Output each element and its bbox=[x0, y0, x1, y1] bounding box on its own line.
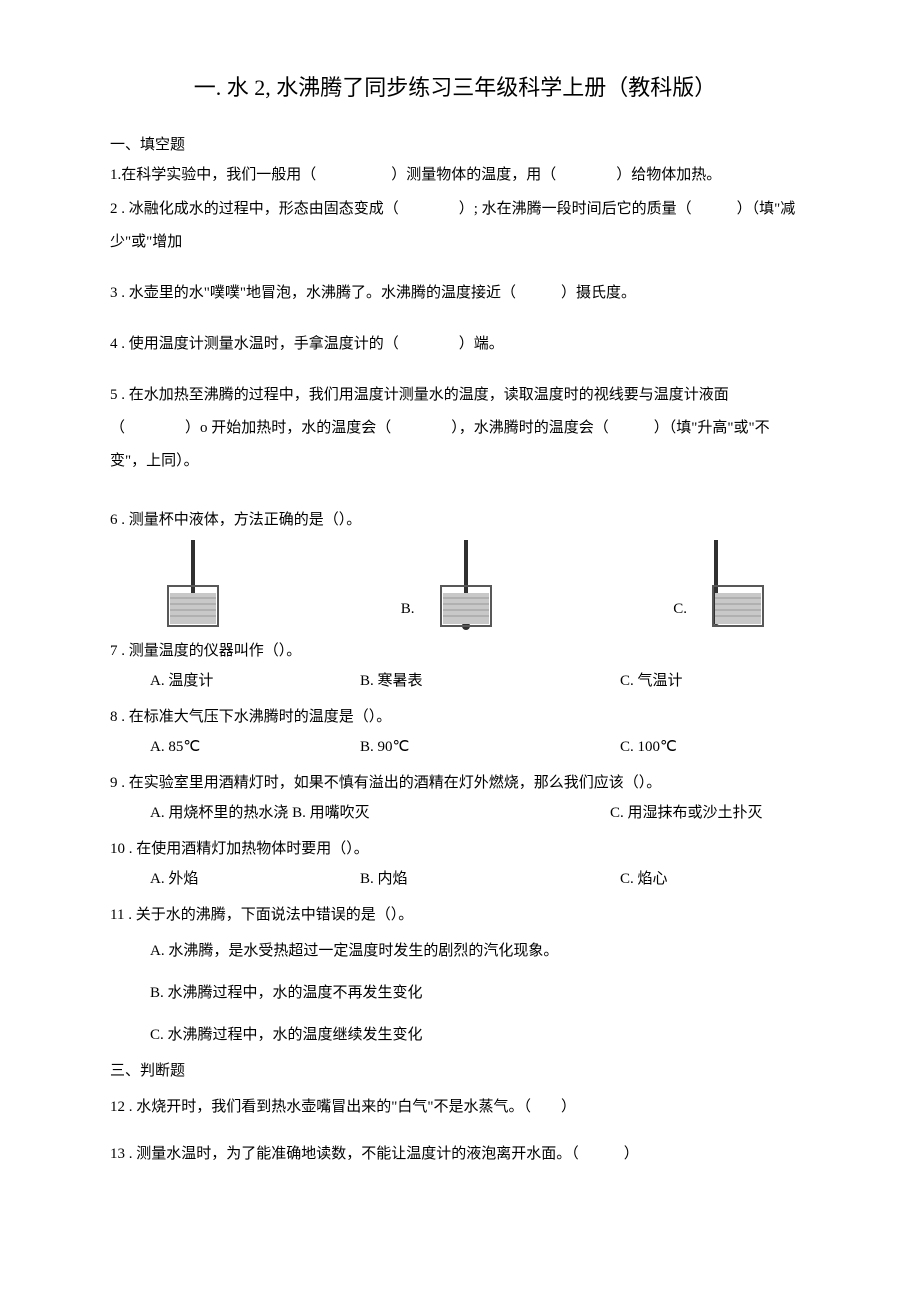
question-10: 10 . 在使用酒精灯加热物体时要用（）。 bbox=[110, 837, 800, 861]
question-8: 8 . 在标准大气压下水沸腾时的温度是（）。 bbox=[110, 705, 800, 729]
question-5: 5 . 在水加热至沸腾的过程中，我们用温度计测量水的温度，读取温度时的视线要与温… bbox=[110, 379, 800, 478]
question-4: 4 . 使用温度计测量水温时，手拿温度计的（ ）端。 bbox=[110, 328, 800, 361]
q9-opt-c: C. 用湿抹布或沙土扑灭 bbox=[610, 801, 800, 825]
question-11: 11 . 关于水的沸腾，下面说法中错误的是（）。 bbox=[110, 903, 800, 927]
q8-opt-c: C. 100℃ bbox=[620, 735, 800, 759]
question-13: 13 . 测量水温时，为了能准确地读数，不能让温度计的液泡离开水面。（ ） bbox=[110, 1138, 800, 1171]
q10-opt-b: B. 内焰 bbox=[360, 867, 620, 891]
question-6: 6 . 测量杯中液体，方法正确的是（）。 bbox=[110, 508, 800, 532]
q7-opt-b: B. 寒暑表 bbox=[360, 669, 620, 693]
q6-option-c: C. bbox=[673, 538, 780, 633]
q7-opt-c: C. 气温计 bbox=[620, 669, 800, 693]
question-12: 12 . 水烧开时，我们看到热水壶嘴冒出来的"白气"不是水蒸气。（ ） bbox=[110, 1091, 800, 1124]
q9-opt-ab: A. 用烧杯里的热水浇 B. 用嘴吹灭 bbox=[150, 801, 610, 825]
q11-opt-a: A. 水沸腾，是水受热超过一定温度时发生的剧烈的汽化现象。 bbox=[150, 933, 800, 969]
worksheet-page: 一. 水 2, 水沸腾了同步练习三年级科学上册（教科版） 一、填空题 1.在科学… bbox=[0, 0, 920, 1249]
q10-opt-a: A. 外焰 bbox=[150, 867, 360, 891]
q8-opt-a: A. 85℃ bbox=[150, 735, 360, 759]
q6-label-b: B. bbox=[401, 597, 415, 621]
section-1-header: 一、填空题 bbox=[110, 133, 800, 157]
question-10-options: A. 外焰 B. 内焰 C. 焰心 bbox=[150, 867, 800, 891]
q8-opt-b: B. 90℃ bbox=[360, 735, 620, 759]
question-7: 7 . 测量温度的仪器叫作（）。 bbox=[110, 639, 800, 663]
question-9-options: A. 用烧杯里的热水浇 B. 用嘴吹灭 C. 用湿抹布或沙土扑灭 bbox=[150, 801, 800, 825]
page-title: 一. 水 2, 水沸腾了同步练习三年级科学上册（教科版） bbox=[110, 70, 800, 105]
question-9: 9 . 在实验室里用酒精灯时，如果不慎有溢出的酒精在灯外燃烧，那么我们应该（）。 bbox=[110, 771, 800, 795]
q7-opt-a: A. 温度计 bbox=[150, 669, 360, 693]
question-2: 2 . 冰融化成水的过程中，形态由固态变成（ ）; 水在沸腾一段时间后它的质量（… bbox=[110, 193, 800, 259]
q6-label-c: C. bbox=[673, 597, 687, 621]
question-6-images: B. C. bbox=[150, 538, 780, 633]
q6-option-b: B. bbox=[401, 538, 508, 633]
question-3: 3 . 水壶里的水"噗噗"地冒泡，水沸腾了。水沸腾的温度接近（ ）摄氏度。 bbox=[110, 277, 800, 310]
q11-opt-c: C. 水沸腾过程中，水的温度继续发生变化 bbox=[150, 1017, 800, 1053]
beaker-b-icon bbox=[423, 538, 508, 633]
q10-opt-c: C. 焰心 bbox=[620, 867, 800, 891]
question-8-options: A. 85℃ B. 90℃ C. 100℃ bbox=[150, 735, 800, 759]
beaker-a-icon bbox=[150, 538, 235, 633]
section-3-header: 三、判断题 bbox=[110, 1059, 800, 1083]
q11-opt-b: B. 水沸腾过程中，水的温度不再发生变化 bbox=[150, 975, 800, 1011]
q6-option-a bbox=[150, 538, 235, 633]
question-1: 1.在科学实验中，我们一般用（ ）测量物体的温度，用（ ）给物体加热。 bbox=[110, 163, 800, 187]
beaker-c-icon bbox=[695, 538, 780, 633]
question-7-options: A. 温度计 B. 寒暑表 C. 气温计 bbox=[150, 669, 800, 693]
